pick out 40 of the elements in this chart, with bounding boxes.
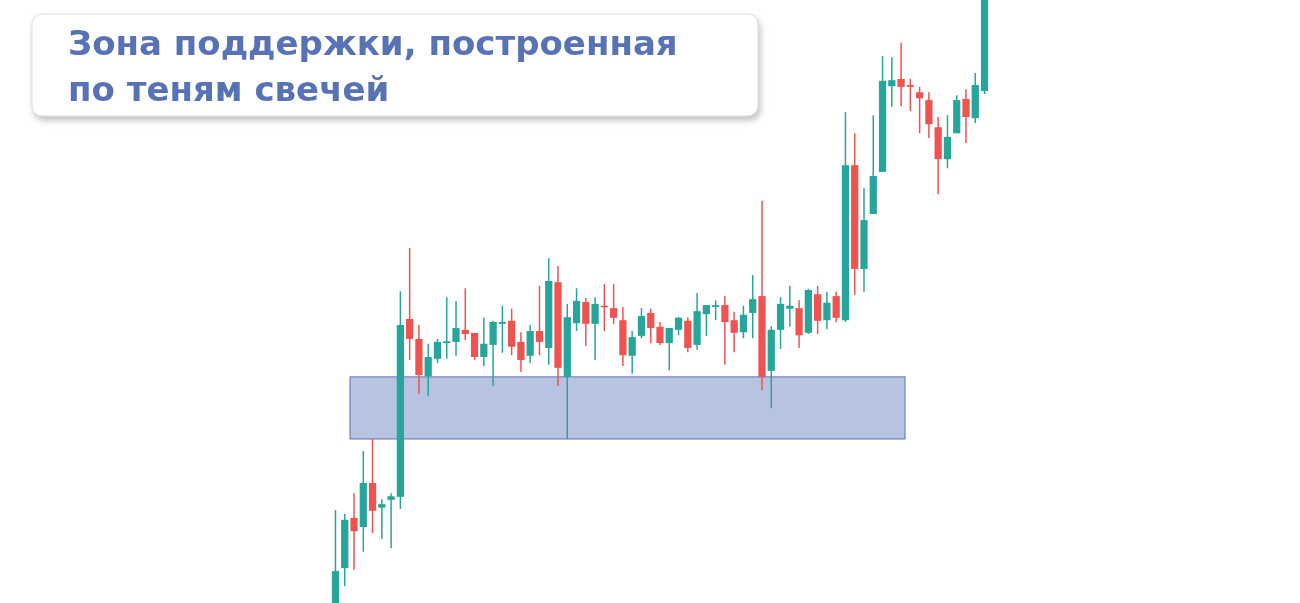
- candlestick: [517, 331, 525, 373]
- candlestick: [591, 296, 599, 361]
- candlestick: [962, 88, 970, 144]
- candlestick: [498, 304, 506, 354]
- text: Зона поддержки, построенная по теням свечей: [68, 23, 678, 109]
- candlestick: [823, 291, 831, 330]
- candlestick: [480, 317, 488, 367]
- candlestick: [665, 327, 673, 371]
- candlestick: [433, 338, 442, 364]
- candlestick: [749, 274, 757, 340]
- candlestick: [712, 299, 720, 321]
- candlestick: [443, 296, 451, 360]
- candlestick: [832, 291, 840, 323]
- candlestick: [730, 311, 738, 353]
- candlestick: [610, 283, 618, 325]
- candlestick: [489, 320, 497, 387]
- candlestick: [424, 342, 432, 397]
- candlestick: [906, 78, 914, 112]
- candlestick: [572, 287, 581, 332]
- candlestick: [739, 304, 748, 340]
- candlestick: [452, 300, 460, 357]
- candlestick: [647, 307, 655, 344]
- candlestick: [628, 330, 636, 375]
- candlestick: [674, 316, 683, 337]
- candlestick: [897, 42, 905, 107]
- candlestick: [535, 285, 544, 356]
- candlestick: [378, 498, 386, 540]
- candlestick: [387, 492, 395, 549]
- candlestick: [637, 307, 646, 340]
- candlestick: [461, 287, 469, 341]
- candlestick: [888, 56, 896, 108]
- candlestick: [916, 86, 924, 135]
- candlestick: [786, 285, 794, 328]
- candlestick: [656, 321, 664, 346]
- candlestick: [721, 295, 729, 366]
- candlestick: [943, 114, 952, 169]
- candlestick: [350, 492, 358, 571]
- candlestick: [702, 304, 710, 337]
- candlestick: [406, 247, 414, 361]
- candlestick: [582, 297, 590, 347]
